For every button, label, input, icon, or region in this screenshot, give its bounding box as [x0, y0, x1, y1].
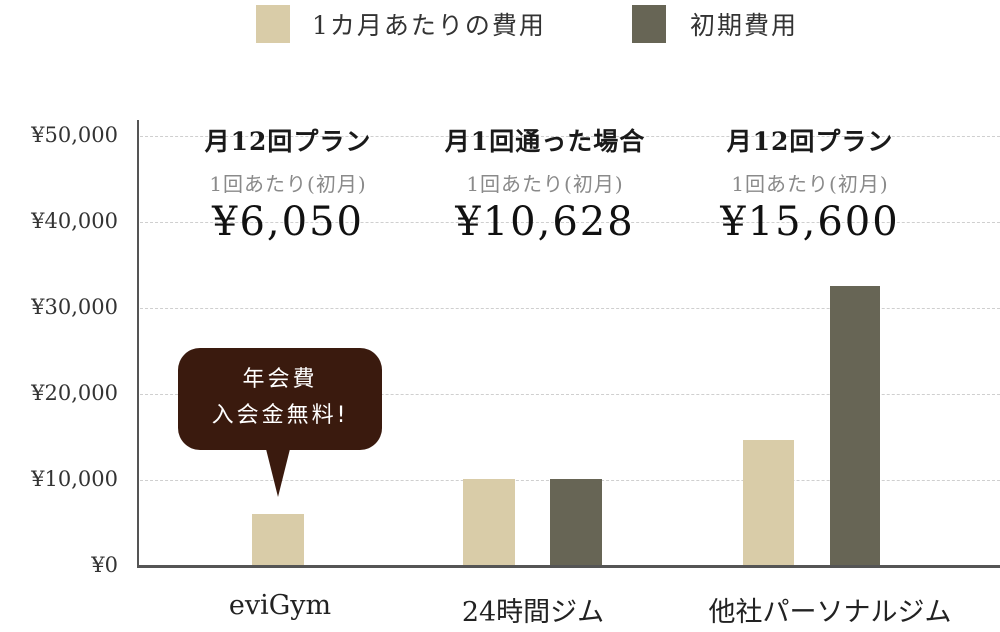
- callout-line1: 年会費: [242, 367, 318, 392]
- x-label-24h: 24時間ジム: [461, 597, 605, 628]
- gridline-30000: [140, 308, 1000, 309]
- gridline-40000: [140, 222, 1000, 223]
- legend-swatch-initial: [632, 5, 666, 43]
- annotation-plan: 月12回プラン: [726, 127, 894, 156]
- annotation-sub: 1回あたり(初月): [731, 172, 889, 196]
- gridline-20000: [140, 394, 1000, 395]
- annotation-plan: 月1回通った場合: [444, 127, 646, 156]
- y-tick-50000: ¥50,000: [31, 123, 118, 147]
- y-tick-40000: ¥40,000: [31, 209, 118, 233]
- callout-tail: [266, 449, 290, 497]
- annotation-price: ¥10,628: [455, 199, 635, 245]
- bar-other-initial: [830, 286, 880, 566]
- annotation-plan: 月12回プラン: [204, 127, 372, 156]
- annotation-sub: 1回あたり(初月): [466, 172, 624, 196]
- legend-swatch-monthly: [256, 5, 290, 43]
- y-tick-20000: ¥20,000: [31, 381, 118, 405]
- y-tick-0: ¥0: [91, 553, 118, 577]
- chart-legend: 1カ月あたりの費用 初期費用: [0, 0, 1000, 50]
- gridline-50000: [140, 136, 1000, 137]
- y-tick-10000: ¥10,000: [31, 467, 118, 491]
- legend-label-initial: 初期費用: [690, 11, 799, 40]
- y-tick-30000: ¥30,000: [31, 295, 118, 319]
- y-axis-line: [137, 120, 139, 567]
- bar-24h-initial: [550, 479, 602, 566]
- annotation-price: ¥15,600: [720, 199, 900, 245]
- x-axis-line: [137, 565, 1000, 568]
- bar-other-monthly: [743, 440, 794, 566]
- annotation-evigym: 月12回プラン 1回あたり(初月) ¥6,050: [178, 122, 398, 245]
- annotation-sub: 1回あたり(初月): [209, 172, 367, 196]
- callout-bubble: 年会費 入会金無料!: [178, 348, 382, 450]
- bar-24h-monthly: [463, 479, 515, 566]
- annotation-24h: 月1回通った場合 1回あたり(初月) ¥10,628: [420, 122, 670, 245]
- legend-label-monthly: 1カ月あたりの費用: [312, 11, 546, 40]
- bar-evigym-monthly: [252, 514, 304, 566]
- x-label-other: 他社パーソナルジム: [708, 597, 952, 628]
- annotation-other: 月12回プラン 1回あたり(初月) ¥15,600: [695, 122, 925, 245]
- x-label-evigym: eviGym: [228, 590, 332, 621]
- callout-line2: 入会金無料!: [211, 403, 349, 428]
- annotation-price: ¥6,050: [212, 199, 364, 245]
